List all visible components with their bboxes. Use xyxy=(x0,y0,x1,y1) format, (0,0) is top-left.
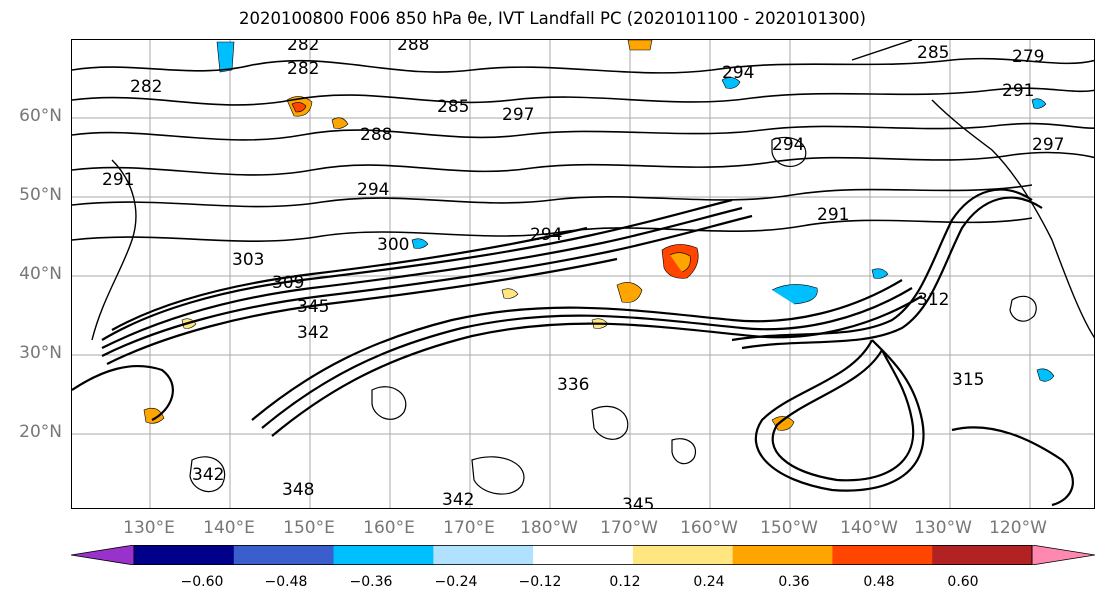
colorbar-extend-low xyxy=(70,544,135,566)
contour-label: 288 xyxy=(397,40,429,55)
colorbar-swatch xyxy=(333,545,434,565)
lat-label: 60°N xyxy=(19,106,62,126)
colorbar-swatch xyxy=(832,545,933,565)
contour-label-layer: 282 282 288 285 288 291 294 297 294 291 … xyxy=(102,40,1064,509)
lon-label: 170°W xyxy=(600,518,658,538)
colorbar-tick: −0.60 xyxy=(180,574,224,590)
lat-label: 20°N xyxy=(19,422,62,442)
colorbar-swatch xyxy=(632,545,734,565)
contour-label: 294 xyxy=(772,135,804,155)
graticule xyxy=(72,40,1094,508)
contour-label: 342 xyxy=(192,465,224,485)
contour-label: 291 xyxy=(1002,81,1034,101)
colorbar-swatch xyxy=(732,545,833,565)
anomaly-patches xyxy=(143,40,1055,431)
contour-label: 288 xyxy=(360,125,392,145)
contour-label: 345 xyxy=(297,297,329,317)
contour-label: 279 xyxy=(1012,47,1044,67)
lon-label: 150°W xyxy=(760,518,818,538)
contour-label: 291 xyxy=(102,170,134,190)
lon-label: 160°E xyxy=(363,518,415,538)
contour-label: 303 xyxy=(232,250,264,270)
contour-label: 342 xyxy=(297,323,329,343)
colorbar-swatches xyxy=(70,544,1096,566)
colorbar-swatch xyxy=(134,545,235,565)
contour-label: 300 xyxy=(377,235,409,255)
contour-label: 282 xyxy=(287,59,319,79)
colorbar-swatch xyxy=(433,545,534,565)
colorbar-tick: 0.48 xyxy=(863,574,895,590)
lon-label: 170°E xyxy=(443,518,495,538)
lat-label: 40°N xyxy=(19,264,62,284)
contour-label: 297 xyxy=(1032,135,1064,155)
contour-label: 312 xyxy=(917,290,949,310)
contour-label: 336 xyxy=(557,375,589,395)
contour-label: 342 xyxy=(442,490,474,509)
colorbar-tick: 0.60 xyxy=(947,574,979,590)
map-title: 2020100800 F006 850 hPa θe, IVT Landfall… xyxy=(239,9,866,28)
minor-contours xyxy=(189,136,1037,495)
lon-label: 130°W xyxy=(914,518,972,538)
contour-label: 285 xyxy=(437,97,469,117)
lon-label: 160°W xyxy=(680,518,738,538)
colorbar-tick: −0.48 xyxy=(264,574,308,590)
colorbar-swatch xyxy=(233,545,335,565)
contour-label: 291 xyxy=(817,205,849,225)
contour-label: 297 xyxy=(502,105,534,125)
lon-label: 150°E xyxy=(283,518,335,538)
colorbar-swatch xyxy=(533,545,634,565)
lon-label: 130°E xyxy=(123,518,175,538)
theta-e-contours xyxy=(72,57,1094,242)
lon-label: 140°W xyxy=(840,518,898,538)
contour-label: 282 xyxy=(130,77,162,97)
lon-label: 180°W xyxy=(520,518,578,538)
colorbar xyxy=(70,544,1096,566)
colorbar-outline xyxy=(133,545,1033,566)
contour-label: 294 xyxy=(357,180,389,200)
lat-label: 50°N xyxy=(19,185,62,205)
contour-label: 348 xyxy=(282,480,314,500)
ivt-plume xyxy=(72,188,1074,507)
colorbar-tick: 0.12 xyxy=(609,574,641,590)
contour-label: 285 xyxy=(917,43,949,63)
contour-label: 294 xyxy=(722,63,754,83)
contour-label: 309 xyxy=(272,273,304,293)
colorbar-tick: 0.36 xyxy=(778,574,810,590)
colorbar-tick: −0.12 xyxy=(518,574,562,590)
contour-label: 315 xyxy=(952,370,984,390)
lon-label: 140°E xyxy=(203,518,255,538)
contour-label: 345 xyxy=(622,495,654,509)
contour-label: 294 xyxy=(530,225,562,245)
lon-label: 120°W xyxy=(989,518,1047,538)
colorbar-swatch xyxy=(932,545,1033,565)
colorbar-tick: −0.36 xyxy=(349,574,393,590)
colorbar-tick: −0.24 xyxy=(434,574,478,590)
map-canvas: 282 282 288 285 288 291 294 297 294 291 … xyxy=(72,40,1094,509)
colorbar-extend-high xyxy=(1031,544,1096,566)
lat-label: 30°N xyxy=(19,343,62,363)
colorbar-tick: 0.24 xyxy=(693,574,725,590)
contour-label: 282 xyxy=(287,40,319,55)
map-panel: 282 282 288 285 288 291 294 297 294 291 … xyxy=(71,39,1095,509)
coastlines xyxy=(91,40,1094,341)
